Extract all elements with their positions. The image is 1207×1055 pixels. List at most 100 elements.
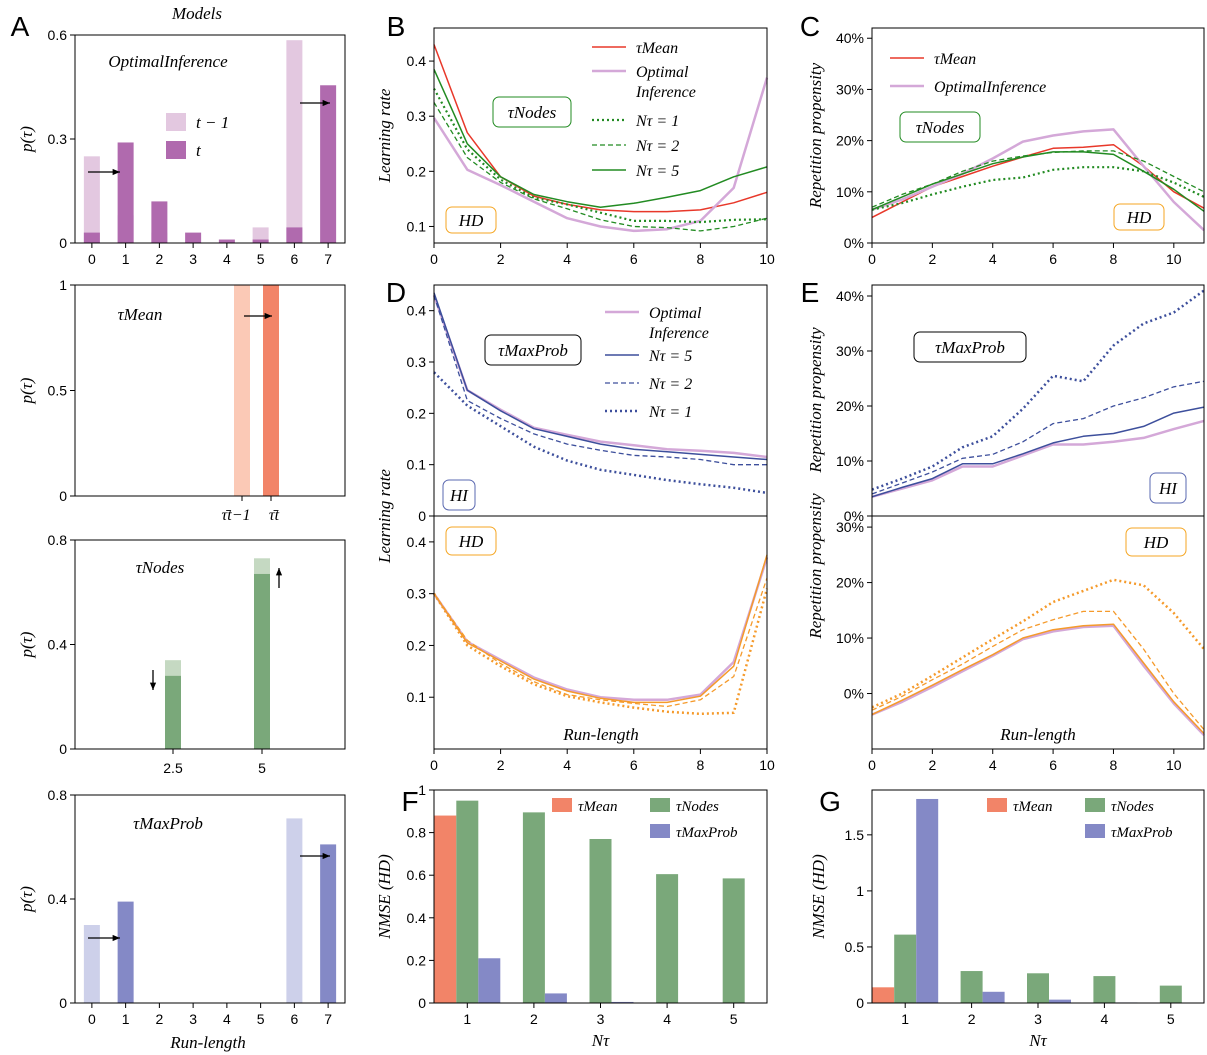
- y-axis-label: p(τ): [17, 377, 36, 404]
- y-tick-label: 0.1: [407, 218, 427, 234]
- arrow-head: [322, 852, 330, 860]
- y-tick-label: 0: [59, 235, 67, 251]
- arrow-head: [149, 682, 157, 690]
- x-tick-label: 0: [868, 757, 876, 773]
- y-tick-label: 0.5: [48, 383, 68, 399]
- nmse-bar: [916, 798, 939, 1003]
- y-tick-label: 0.3: [48, 131, 68, 147]
- y-axis-label: p(τ): [17, 631, 36, 658]
- x-tick-label: 8: [697, 251, 705, 267]
- x-tick-label: 4: [223, 1011, 231, 1027]
- x-tick-label: 6: [630, 251, 638, 267]
- panel-label-c: C: [800, 11, 820, 42]
- legend-entry: Nτ = 5: [635, 163, 679, 180]
- x-tick-label: 10: [759, 251, 775, 267]
- y-tick-label: 10%: [836, 453, 864, 469]
- model-tag-box: [484, 334, 582, 366]
- model-tag: τMaxProb: [935, 338, 1005, 357]
- x-tick-label: 2: [928, 251, 936, 267]
- nmse-bar: [1159, 985, 1182, 1003]
- bar-t: [165, 675, 181, 749]
- y-tick-label: 40%: [836, 30, 864, 46]
- y-tick-label: 0: [59, 995, 67, 1011]
- y-tick-label: 0: [856, 995, 864, 1011]
- series-line: [871, 406, 1205, 498]
- x-tick-label: 6: [1049, 757, 1057, 773]
- y-tick-label: 0%: [844, 508, 864, 524]
- nmse-bar: [872, 987, 895, 1003]
- y-tick-label: 0.3: [407, 354, 427, 370]
- x-tick-label: 0: [430, 251, 438, 267]
- x-tick-label: 2: [155, 251, 163, 267]
- x-tick-label: 0: [868, 251, 876, 267]
- series-line: [433, 554, 768, 704]
- series-line: [433, 68, 768, 208]
- nmse-bar: [894, 934, 917, 1003]
- plot-frame: [871, 515, 1205, 750]
- arrow-head: [112, 168, 120, 176]
- nmse-bar: [656, 874, 679, 1003]
- x-tick-label: 2: [928, 757, 936, 773]
- legend-entry: Nτ = 5: [648, 348, 692, 365]
- x-tick-label: 3: [597, 1011, 605, 1027]
- panel-label-e: E: [801, 277, 820, 308]
- y-tick-label: 0.4: [407, 534, 427, 550]
- x-tick-label: 2: [497, 251, 505, 267]
- y-tick-label: 0%: [844, 235, 864, 251]
- x-tick-label: τ̄t−1: [222, 507, 251, 524]
- y-tick-label: 0.8: [407, 825, 427, 841]
- x-axis-label: Run-length: [562, 725, 639, 744]
- x-tick-label: 4: [663, 1011, 671, 1027]
- nmse-bar: [544, 993, 567, 1003]
- model-tag-box: [445, 526, 497, 556]
- x-tick-label: 5: [257, 1011, 265, 1027]
- y-tick-label: 1: [856, 883, 864, 899]
- y-tick-label: 0.8: [48, 532, 68, 548]
- nmse-bar: [1027, 973, 1049, 1003]
- y-tick-label: 0.2: [407, 952, 427, 968]
- series-line: [433, 577, 768, 708]
- nmse-bar: [1049, 999, 1071, 1003]
- legend-entry: t: [196, 141, 202, 160]
- plot-frame: [74, 539, 346, 750]
- y-axis-label: Learning rate: [375, 469, 394, 564]
- x-tick-label: 6: [1049, 251, 1057, 267]
- x-tick-label: 6: [290, 1011, 298, 1027]
- model-tag-box: [899, 111, 981, 143]
- y-axis-label: Repetition propensity: [806, 62, 825, 209]
- series-line: [871, 289, 1205, 491]
- panel-label-a: A: [11, 11, 30, 42]
- arrow-head: [264, 312, 272, 320]
- x-tick-label: 2: [497, 757, 505, 773]
- legend-entry: Inference: [648, 325, 709, 342]
- x-tick-label: 0: [88, 1011, 96, 1027]
- series-line: [871, 624, 1205, 736]
- x-tick-label: 10: [759, 757, 775, 773]
- legend-swatch: [166, 141, 186, 159]
- y-tick-label: 0.4: [407, 910, 427, 926]
- legend-swatch: [166, 113, 186, 131]
- y-tick-label: 0.3: [407, 586, 427, 602]
- x-tick-label: 2: [530, 1011, 538, 1027]
- series-line: [433, 44, 768, 213]
- x-tick-label: 4: [989, 251, 997, 267]
- bar-t: [218, 239, 235, 243]
- model-tag: HI: [449, 486, 469, 505]
- models-title: Models: [171, 4, 222, 23]
- legend-swatch: [1085, 798, 1105, 812]
- y-axis-label: NMSE (HD): [375, 854, 394, 940]
- model-tag: HI: [1158, 479, 1178, 498]
- legend-swatch: [1085, 824, 1105, 838]
- y-tick-label: 20%: [836, 398, 864, 414]
- bar-t-minus-1: [83, 156, 100, 243]
- x-tick-label: 8: [697, 757, 705, 773]
- legend-entry: Optimal: [649, 305, 702, 322]
- legend-swatch: [650, 824, 670, 838]
- x-tick-label: 1: [901, 1011, 909, 1027]
- bar-t: [286, 227, 303, 243]
- x-tick-label: τ̄t: [269, 507, 280, 524]
- subplot-title: τNodes: [136, 558, 185, 577]
- legend-entry: τMean: [636, 40, 678, 57]
- model-tag: τNodes: [508, 103, 557, 122]
- model-tag-box: [1125, 527, 1187, 557]
